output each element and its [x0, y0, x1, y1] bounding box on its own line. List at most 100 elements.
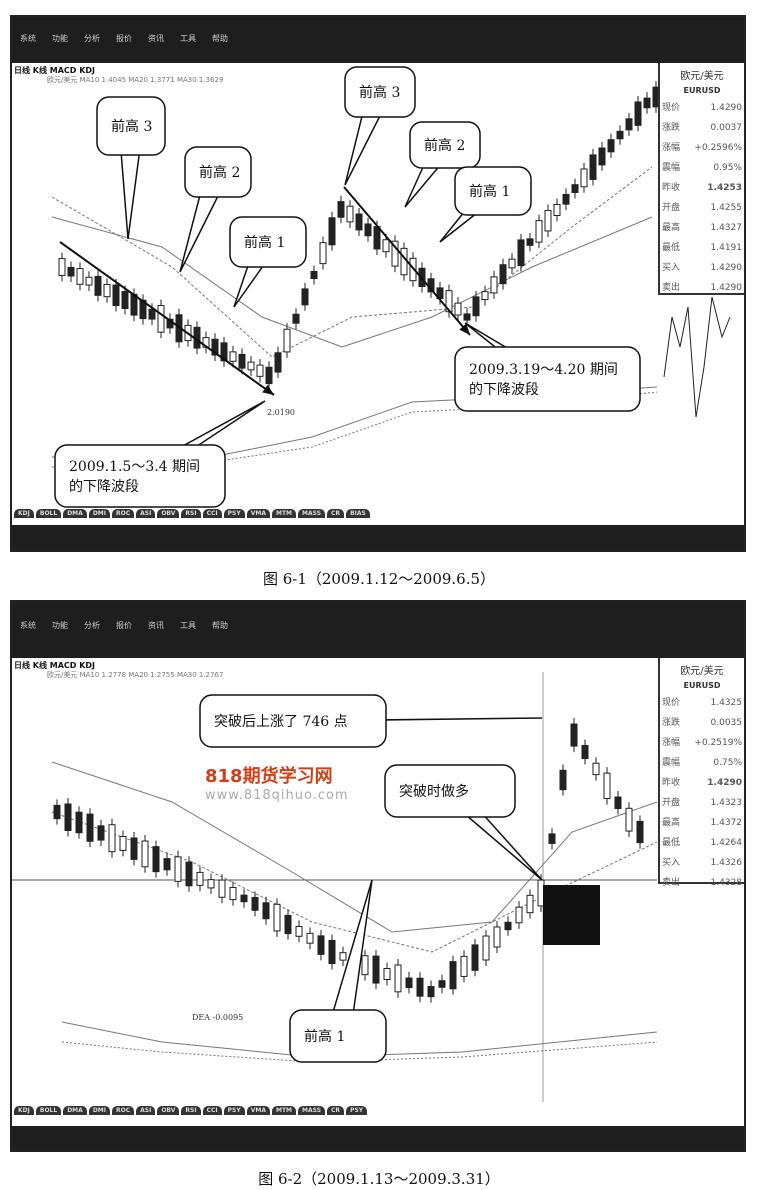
menu-item[interactable]: 报价: [116, 34, 132, 43]
menu-item[interactable]: 帮助: [212, 34, 228, 43]
candle-body: [361, 955, 369, 976]
figure-2: 系统 功能 分析 报价 资讯 工具 帮助 日线 K线 MACD KDJ 欧元/美元 MA10…: [10, 600, 746, 1152]
menu-bar: 系统 功能 分析 报价 资讯 工具 帮助: [12, 33, 744, 44]
menu-item[interactable]: 工具: [180, 621, 196, 630]
figure-2-caption: 图 6-2（2009.1.13～2009.3.31）: [258, 1170, 500, 1188]
callout-prior-high-3b-fill: [346, 68, 414, 116]
candle-body: [559, 769, 567, 791]
trend-arrowhead: [459, 323, 470, 335]
watermark-logo: 818期货学习网 www.818qihuo.com: [205, 762, 349, 803]
candle-body: [174, 856, 182, 882]
candle-body: [580, 168, 588, 188]
indicator-tab[interactable]: BOLL: [35, 509, 62, 518]
ma-readout: 欧元/美元 MA10 1.4045 MA20 1.3771 MA30 1.362…: [47, 76, 224, 84]
menu-item[interactable]: 资讯: [148, 621, 164, 630]
quote-row: 涨幅 +0.2519%: [660, 733, 744, 753]
candle-body: [607, 139, 615, 153]
candle-body: [196, 871, 204, 886]
candle-body: [310, 270, 318, 280]
indicator-tab[interactable]: DMA: [63, 1106, 87, 1115]
quote-label: 最高: [662, 223, 681, 233]
indicator-tab[interactable]: MTM: [271, 509, 297, 518]
indicator-tab[interactable]: ROC: [112, 509, 135, 518]
indicator-tab[interactable]: MASS: [298, 1106, 326, 1115]
indicator-tab[interactable]: CR: [327, 509, 345, 518]
candle-body: [427, 986, 435, 998]
menu-item[interactable]: 系统: [20, 34, 36, 43]
candle-body: [517, 239, 525, 267]
indicator-tab[interactable]: BIAS: [346, 509, 370, 518]
indicator-tab[interactable]: RSI: [181, 509, 201, 518]
indicator-tab[interactable]: CCI: [202, 509, 222, 518]
quote-label: 卖出: [662, 283, 681, 293]
candle-body: [499, 264, 507, 285]
indicator-tabs: KDJ BOLL DMA DMI ROC ASI OBV RSI CCI PSY VMA MTM MAS…: [14, 509, 370, 518]
quote-label: 开盘: [662, 798, 681, 808]
menu-item[interactable]: 帮助: [212, 621, 228, 630]
candle-body: [207, 879, 215, 889]
candle-body: [265, 366, 273, 385]
indicator-tabs: KDJ BOLL DMA DMI ROC ASI OBV RSI CCI PSY VMA MTM MAS…: [14, 1106, 368, 1115]
menu-item[interactable]: 报价: [116, 621, 132, 630]
menu-item[interactable]: 资讯: [148, 34, 164, 43]
quote-row: 昨收 1.4253: [660, 178, 744, 198]
indicator-tab[interactable]: DMI: [88, 509, 110, 518]
candle-body: [535, 220, 543, 243]
trend-arrow-line: [59, 241, 275, 396]
quote-row: 卖出 1.4290: [660, 278, 744, 298]
indicator-tab[interactable]: ROC: [112, 1106, 135, 1115]
callout-prior-high-2-fill: [186, 148, 250, 196]
callout-prior-high-1-text: 前高 1: [244, 234, 285, 251]
candle-body: [438, 980, 446, 988]
indicator-tab[interactable]: PSY: [223, 1106, 245, 1115]
candle-body: [218, 879, 226, 898]
callout-decline-2-fill: [456, 348, 639, 410]
indicator-tab[interactable]: PSY: [223, 509, 245, 518]
callout-prior-high-2b-text: 前高 2: [424, 137, 465, 154]
menu-item[interactable]: 工具: [180, 34, 196, 43]
quote-value: 1.4372: [710, 818, 743, 828]
menu-bar: 系统 功能 分析 报价 资讯 工具 帮助: [12, 620, 744, 631]
menu-item[interactable]: 分析: [84, 621, 100, 630]
menu-item[interactable]: 系统: [20, 621, 36, 630]
candle-body: [571, 184, 579, 193]
indicator-tab[interactable]: OBV: [157, 1106, 180, 1115]
callout-prior-high-1-fill: [291, 1011, 385, 1061]
quote-row: 最低 1.4191: [660, 238, 744, 258]
menu-item[interactable]: 分析: [84, 34, 100, 43]
indicator-tab[interactable]: DMA: [63, 509, 87, 518]
chart-header: 日线 K线 MACD KDJ: [14, 66, 96, 75]
indicator-tab[interactable]: MASS: [298, 509, 326, 518]
candle-body: [119, 835, 127, 851]
quote-row: 涨跌 0.0037: [660, 118, 744, 138]
indicator-tab[interactable]: ASI: [136, 509, 156, 518]
indicator-tab[interactable]: KDJ: [14, 509, 34, 518]
candle-body: [262, 902, 270, 920]
indicator-tab[interactable]: OBV: [157, 509, 180, 518]
candle-body: [319, 242, 327, 265]
indicator-tab[interactable]: RSI: [181, 1106, 201, 1115]
indicator-tab[interactable]: KDJ: [14, 1106, 34, 1115]
candle-body: [449, 961, 457, 990]
indicator-tab[interactable]: PSY: [346, 1106, 368, 1115]
quote-value: 1.4290: [710, 263, 743, 273]
indicator-tab[interactable]: DMI: [88, 1106, 110, 1115]
quote-label: 昨收: [662, 778, 681, 788]
candle-body: [121, 291, 129, 309]
menu-item[interactable]: 功能: [52, 34, 68, 43]
quote-label: 现价: [662, 103, 681, 113]
candle-body: [97, 825, 105, 841]
menu-item[interactable]: 功能: [52, 621, 68, 630]
indicator-tab[interactable]: CCI: [202, 1106, 222, 1115]
indicator-tab[interactable]: VMA: [246, 509, 270, 518]
indicator-tab[interactable]: CR: [327, 1106, 345, 1115]
candle-body: [526, 894, 534, 914]
indicator-tab[interactable]: BOLL: [35, 1106, 62, 1115]
candle-body: [295, 925, 303, 937]
indicator-tab[interactable]: MTM: [271, 1106, 297, 1115]
indicator-tab[interactable]: ASI: [136, 1106, 156, 1115]
status-bar: [12, 1126, 744, 1150]
quote-row: 现价 1.4325: [660, 693, 744, 713]
candle-body: [229, 886, 237, 901]
indicator-tab[interactable]: VMA: [246, 1106, 270, 1115]
